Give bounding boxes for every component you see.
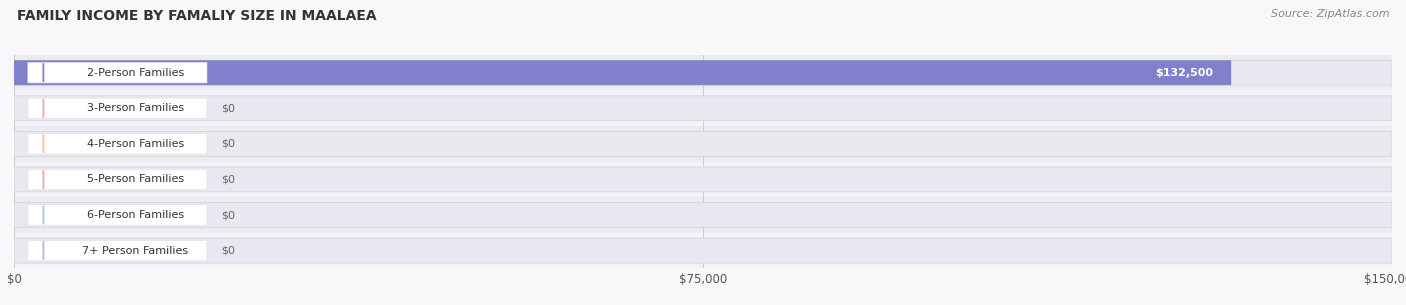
Text: 4-Person Families: 4-Person Families: [87, 139, 184, 149]
Text: $0: $0: [221, 174, 235, 185]
Text: 2-Person Families: 2-Person Families: [87, 68, 184, 78]
Text: $0: $0: [221, 210, 235, 220]
FancyBboxPatch shape: [14, 167, 1392, 192]
Bar: [14, 91, 1392, 126]
FancyBboxPatch shape: [14, 60, 1392, 85]
FancyBboxPatch shape: [28, 134, 207, 154]
Text: $0: $0: [221, 246, 235, 256]
Text: 5-Person Families: 5-Person Families: [87, 174, 184, 185]
FancyBboxPatch shape: [28, 98, 207, 118]
FancyBboxPatch shape: [14, 131, 1392, 156]
FancyBboxPatch shape: [28, 205, 207, 225]
FancyBboxPatch shape: [28, 169, 207, 190]
FancyBboxPatch shape: [14, 238, 1392, 263]
Text: Source: ZipAtlas.com: Source: ZipAtlas.com: [1271, 9, 1389, 19]
Bar: [14, 126, 1392, 162]
FancyBboxPatch shape: [14, 203, 1392, 228]
Bar: [14, 233, 1392, 268]
FancyBboxPatch shape: [28, 63, 207, 83]
FancyBboxPatch shape: [14, 96, 1392, 121]
Text: 6-Person Families: 6-Person Families: [87, 210, 184, 220]
Text: $0: $0: [221, 139, 235, 149]
FancyBboxPatch shape: [28, 240, 207, 261]
Bar: [14, 55, 1392, 91]
Text: 3-Person Families: 3-Person Families: [87, 103, 184, 113]
Text: 7+ Person Families: 7+ Person Families: [82, 246, 188, 256]
Bar: [14, 197, 1392, 233]
Text: $132,500: $132,500: [1154, 68, 1213, 78]
Text: FAMILY INCOME BY FAMALIY SIZE IN MAALAEA: FAMILY INCOME BY FAMALIY SIZE IN MAALAEA: [17, 9, 377, 23]
Text: $0: $0: [221, 103, 235, 113]
Bar: [14, 162, 1392, 197]
FancyBboxPatch shape: [14, 60, 1232, 85]
